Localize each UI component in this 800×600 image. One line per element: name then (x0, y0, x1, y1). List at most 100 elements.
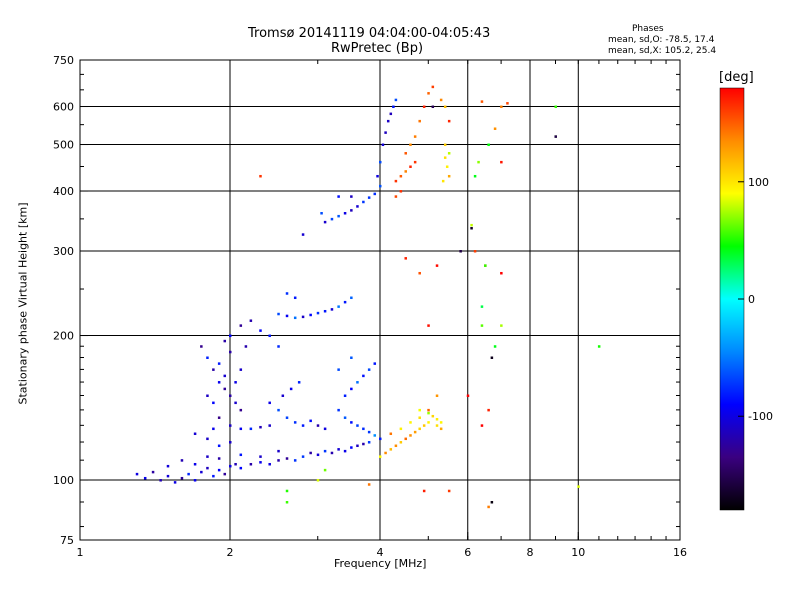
scatter-point (439, 421, 443, 424)
scatter-point (323, 427, 327, 431)
scatter-point (427, 408, 430, 412)
chart-title-line1: Tromsø 20141119 04:04:00-04:05:43 (248, 26, 491, 41)
scatter-point (320, 212, 323, 215)
scatter-point (379, 437, 382, 441)
scatter-point (487, 505, 490, 509)
scatter-point (249, 462, 253, 466)
scatter-point (268, 401, 271, 405)
scatter-point (337, 214, 340, 218)
y-tick-label: 300 (53, 245, 74, 258)
scatter-point (470, 223, 473, 227)
scatter-point (373, 362, 377, 365)
scatter-point (323, 309, 327, 313)
x-tick-label: 6 (464, 546, 471, 559)
scatter-point (343, 212, 347, 215)
scatter-point (376, 174, 379, 178)
scatter-point (259, 329, 262, 332)
scatter-point (223, 472, 227, 476)
scatter-point (431, 414, 435, 418)
scatter-point (277, 459, 280, 462)
scatter-point (293, 459, 297, 462)
scatter-point (259, 455, 262, 458)
scatter-point (212, 427, 215, 431)
scatter-point (480, 424, 484, 427)
x-tick-label: 16 (673, 546, 687, 559)
scatter-point (285, 416, 289, 419)
scatter-point (399, 190, 403, 193)
scatter-point (285, 489, 289, 493)
scatter-point (212, 368, 215, 371)
scatter-point (239, 408, 243, 412)
scatter-point (500, 105, 503, 109)
scatter-point (447, 119, 451, 123)
scatter-point (399, 174, 403, 178)
scatter-point (459, 250, 462, 253)
scatter-point (394, 195, 398, 198)
phases-o-stats: mean, sd,O: -78.5, 17.4 (608, 35, 715, 45)
scatter-point (431, 105, 435, 109)
scatter-point (379, 455, 382, 458)
colorbar-tick-label: 0 (748, 293, 755, 306)
scatter-point (309, 451, 312, 455)
scatter-point (427, 411, 430, 415)
axis-ticks: 1 2 4 6 8 10 16 75 100 200 300 400 500 600 750 (53, 54, 687, 559)
scatter-point (470, 227, 473, 230)
colorbar-tick-label: 100 (748, 176, 769, 189)
scatter-point (337, 368, 340, 371)
scatter-point (217, 457, 221, 460)
scatter-point (427, 324, 430, 327)
scatter-point (484, 264, 487, 267)
scatter-point (323, 220, 327, 224)
scatter-point (362, 374, 365, 378)
scatter-point (427, 92, 430, 95)
scatter-point (435, 418, 439, 421)
y-tick-label: 75 (60, 534, 74, 547)
scatter-point (323, 449, 327, 453)
scatter-point (394, 179, 398, 183)
scatter-point (367, 441, 371, 444)
scatter-point (367, 196, 371, 199)
scatter-point (493, 127, 497, 130)
scatter-point (435, 264, 439, 267)
scatter-point (409, 434, 412, 437)
scatter-point (439, 427, 443, 431)
scatter-point (229, 394, 232, 398)
scatter-point (249, 319, 253, 322)
scatter-point (217, 416, 221, 419)
scatter-point (229, 464, 232, 468)
scatter-point (404, 437, 407, 441)
scatter-point (367, 483, 371, 486)
scatter-point (500, 160, 503, 164)
scatter-point (187, 472, 190, 476)
scatter-point (277, 449, 280, 453)
scatter-point (234, 381, 237, 384)
y-axis-label: Stationary phase Virtual Height [km] (16, 202, 30, 405)
scatter-point (343, 394, 347, 398)
scatter-point (367, 430, 371, 434)
scatter-point (206, 455, 209, 458)
scatter-point (193, 462, 197, 466)
scatter-point (389, 432, 393, 436)
scatter-point (212, 474, 215, 478)
scatter-point (431, 85, 435, 89)
scatter-point (500, 271, 503, 275)
scatter-point (439, 98, 443, 102)
scatter-point (223, 387, 227, 391)
scatter-point (409, 143, 412, 147)
scatter-point (259, 461, 262, 464)
scatter-point (206, 394, 209, 398)
scatter-point (289, 387, 293, 391)
scatter-point (480, 305, 484, 308)
scatter-point (427, 421, 430, 424)
scatter-point (277, 312, 280, 316)
scatter-point (373, 192, 377, 196)
scatter-point (409, 421, 412, 424)
scatter-point (193, 479, 197, 482)
scatter-point (316, 479, 320, 482)
scatter-point (277, 408, 280, 412)
scatter-point (441, 179, 445, 183)
scatter-point (309, 419, 312, 423)
scatter-point (159, 479, 162, 482)
scatter-point (206, 437, 209, 441)
scatter-point (418, 427, 421, 431)
